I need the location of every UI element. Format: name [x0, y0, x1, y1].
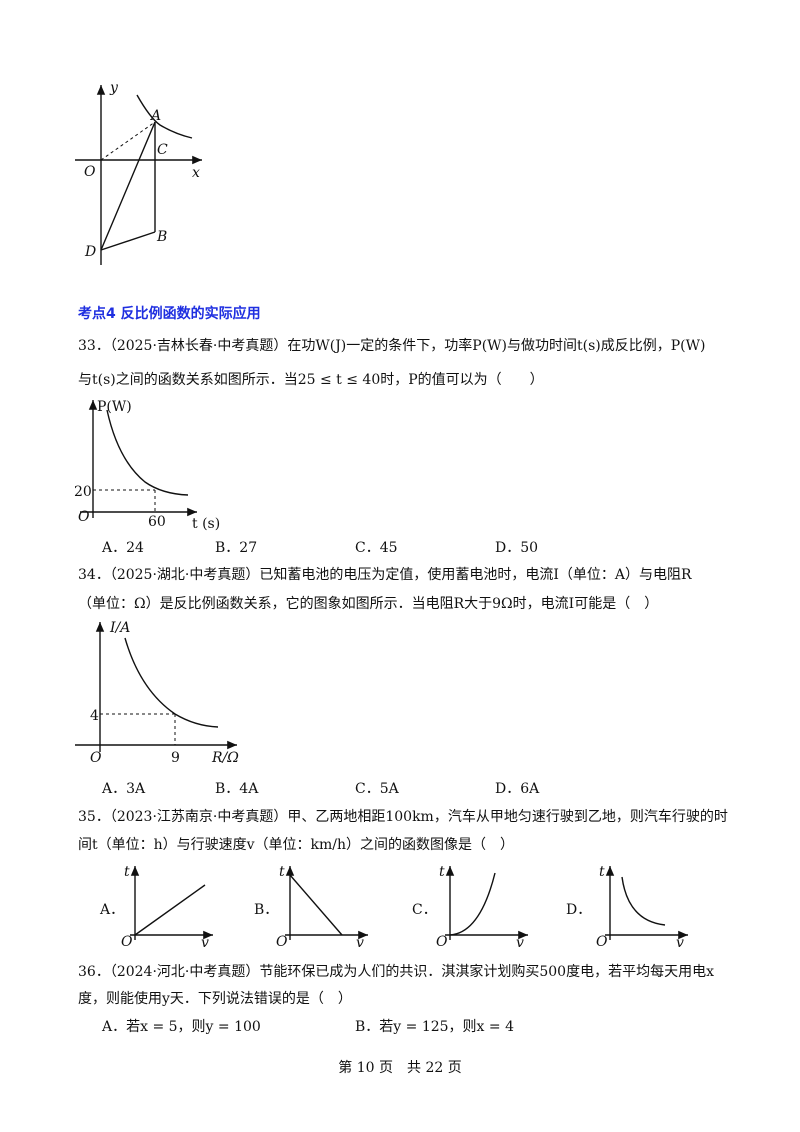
graph: P(W) 20 O 60 t (s): [74, 399, 220, 532]
curve: [136, 94, 193, 139]
footer: 第 10 页 共 22 页: [338, 1059, 461, 1076]
label: t: [279, 864, 285, 880]
segment: [100, 231, 156, 251]
section-title: 考点4 反比例函数的实际应用: [78, 305, 261, 322]
label: 4: [90, 708, 99, 724]
label: v: [356, 935, 364, 951]
label: t: [439, 864, 445, 880]
label: I/A: [109, 620, 130, 636]
label: O: [90, 750, 102, 766]
label: A: [149, 108, 161, 124]
label: v: [516, 935, 524, 951]
option: D．50: [495, 540, 538, 556]
question-line: 33．（2025·吉林长春·中考真题）在功W(J)一定的条件下，功率P(W)与做…: [78, 337, 705, 354]
label: x: [192, 165, 200, 181]
option: B．27: [215, 540, 257, 556]
question-line: 36．（2024·河北·中考真题）节能环保已成为人们的共识．淇淇家计划购买500…: [78, 963, 714, 980]
label: 20: [74, 484, 92, 500]
label: t: [599, 864, 605, 880]
graph: I/A 4 O 9 R/Ω: [75, 620, 239, 766]
curve: [449, 872, 496, 936]
dashed-line: [100, 121, 156, 161]
label: O: [276, 934, 288, 950]
option-letter: A．: [99, 902, 124, 918]
label: O: [78, 509, 90, 525]
question-line: （单位：Ω）是反比例函数关系，它的图象如图所示．当电阻R大于9Ω时，电流I可能是…: [78, 595, 658, 612]
option: B．若y = 125，则x = 4: [355, 1019, 514, 1035]
curve: [106, 409, 189, 496]
question-line: 度，则能使用y天．下列说法错误的是（ ）: [78, 990, 352, 1007]
option-letter: D．: [566, 902, 591, 918]
option: B．4A: [215, 781, 259, 797]
curve: [621, 876, 666, 926]
option: A．24: [101, 540, 144, 556]
label: P(W): [97, 399, 132, 415]
option-letter: B．: [254, 902, 278, 918]
curve: [289, 874, 343, 936]
label: O: [84, 164, 96, 180]
option: C．5A: [355, 781, 400, 797]
option: A．若x = 5，则y = 100: [101, 1019, 261, 1035]
figure-top: y A C O x D B: [75, 80, 202, 265]
label: D: [84, 244, 96, 260]
label: R/Ω: [211, 750, 239, 766]
label: C: [157, 142, 168, 158]
option: D．6A: [495, 781, 540, 797]
label: B: [156, 229, 167, 245]
question-line: 间t（单位：h）与行驶速度v（单位：km/h）之间的函数图像是（ ）: [78, 837, 514, 853]
option-graphs: A． t O v B． t O v C． t O v D． t O v: [99, 864, 688, 951]
label: O: [596, 934, 608, 950]
label: v: [676, 935, 684, 951]
question-line: 34．（2025·湖北·中考真题）已知蓄电池的电压为定值，使用蓄电池时，电流I（…: [78, 566, 692, 583]
segment: [100, 121, 156, 251]
curve: [134, 884, 206, 936]
label: v: [201, 935, 209, 951]
option-letter: C．: [412, 902, 437, 918]
label: y: [109, 80, 119, 96]
option: C．45: [355, 540, 398, 556]
question-line: 与t(s)之间的函数关系如图所示．当25 ≤ t ≤ 40时，P的值可以为（ ）: [78, 372, 544, 388]
label: t: [124, 864, 130, 880]
label: 60: [148, 514, 166, 530]
option: A．3A: [101, 781, 146, 797]
question-line: 35．（2023·江苏南京·中考真题）甲、乙两地相距100km，汽车从甲地匀速行…: [78, 808, 728, 825]
label: O: [436, 934, 448, 950]
label: 9: [171, 750, 180, 766]
label: O: [121, 934, 133, 950]
label: t (s): [192, 516, 220, 532]
